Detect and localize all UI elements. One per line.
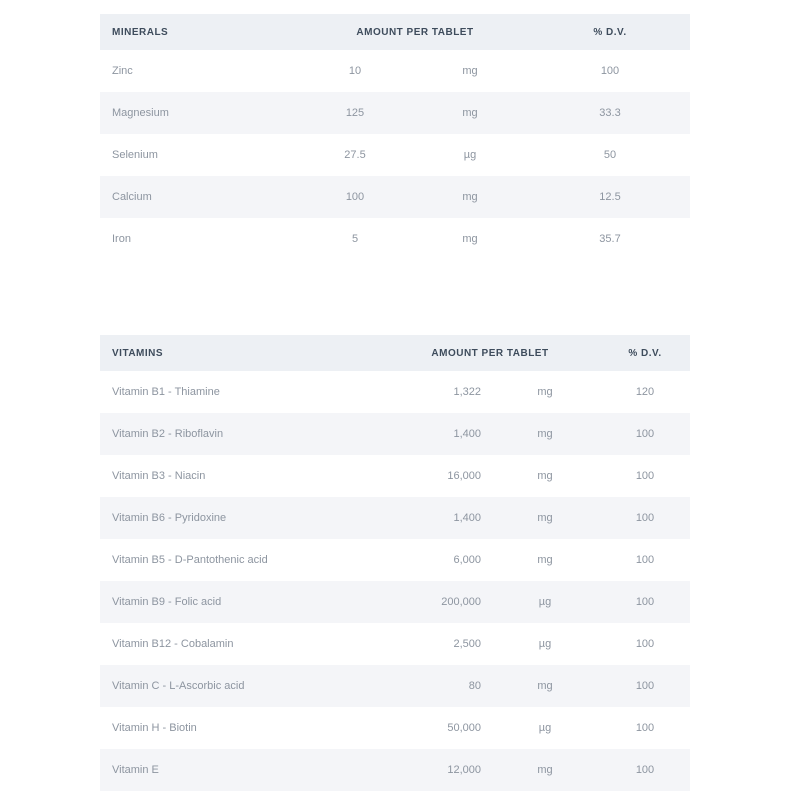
cell-dv: 100 bbox=[635, 512, 655, 524]
cell-dv: 100 bbox=[600, 65, 620, 77]
table-row: Vitamin B5 - D-Pantothenic acid 6,000 mg… bbox=[100, 539, 690, 581]
cell-dv: 100 bbox=[635, 638, 655, 650]
cell-vitamin-name: Vitamin B1 - Thiamine bbox=[112, 386, 220, 398]
cell-vitamin-name: Vitamin B3 - Niacin bbox=[112, 470, 206, 482]
cell-amount: 1,400 bbox=[453, 512, 481, 524]
table-row: Vitamin E 12,000 mg 100 bbox=[100, 749, 690, 791]
cell-vitamin-name: Vitamin B9 - Folic acid bbox=[112, 596, 222, 608]
cell-dv: 100 bbox=[635, 722, 655, 734]
table-row: Vitamin H - Biotin 50,000 µg 100 bbox=[100, 707, 690, 749]
header-dv-label: % D.V. bbox=[628, 347, 662, 359]
cell-dv: 120 bbox=[635, 386, 655, 398]
cell-unit: mg bbox=[462, 107, 478, 119]
cell-amount: 5 bbox=[351, 233, 359, 245]
cell-dv: 100 bbox=[635, 470, 655, 482]
cell-unit: µg bbox=[463, 149, 477, 161]
header-dv-label: % D.V. bbox=[593, 26, 627, 38]
cell-unit: mg bbox=[537, 512, 553, 524]
cell-unit: mg bbox=[537, 428, 553, 440]
table-row: Selenium 27.5 µg 50 bbox=[100, 134, 690, 176]
cell-vitamin-name: Vitamin C - L-Ascorbic acid bbox=[112, 680, 245, 692]
cell-unit: µg bbox=[538, 596, 552, 608]
cell-vitamin-name: Vitamin B6 - Pyridoxine bbox=[112, 512, 227, 524]
cell-mineral-name: Selenium bbox=[112, 149, 158, 161]
table-row: Vitamin B12 - Cobalamin 2,500 µg 100 bbox=[100, 623, 690, 665]
cell-mineral-name: Zinc bbox=[112, 65, 133, 77]
vitamins-table: VITAMINS AMOUNT PER TABLET % D.V. Vitami… bbox=[100, 335, 690, 791]
table-row: Vitamin C - L-Ascorbic acid 80 mg 100 bbox=[100, 665, 690, 707]
table-row: Vitamin B2 - Riboflavin 1,400 mg 100 bbox=[100, 413, 690, 455]
cell-dv: 100 bbox=[635, 554, 655, 566]
cell-amount: 1,400 bbox=[453, 428, 481, 440]
cell-mineral-name: Iron bbox=[112, 233, 131, 245]
cell-amount: 1,322 bbox=[453, 386, 481, 398]
cell-unit: mg bbox=[537, 554, 553, 566]
cell-amount: 2,500 bbox=[453, 638, 481, 650]
table-row: Vitamin B9 - Folic acid 200,000 µg 100 bbox=[100, 581, 690, 623]
cell-unit: mg bbox=[462, 233, 478, 245]
vitamins-table-header: VITAMINS AMOUNT PER TABLET % D.V. bbox=[100, 335, 690, 371]
table-row: Magnesium 125 mg 33.3 bbox=[100, 92, 690, 134]
cell-dv: 50 bbox=[603, 149, 617, 161]
cell-amount: 10 bbox=[348, 65, 362, 77]
cell-dv: 100 bbox=[635, 596, 655, 608]
cell-vitamin-name: Vitamin B12 - Cobalamin bbox=[112, 638, 234, 650]
cell-amount: 100 bbox=[345, 191, 365, 203]
cell-vitamin-name: Vitamin E bbox=[112, 764, 159, 776]
header-minerals-label: MINERALS bbox=[112, 26, 169, 38]
cell-dv: 100 bbox=[635, 680, 655, 692]
cell-dv: 12.5 bbox=[599, 191, 621, 203]
table-row: Iron 5 mg 35.7 bbox=[100, 218, 690, 260]
minerals-rows: Zinc 10 mg 100 Magnesium 125 mg 33.3 Sel… bbox=[100, 50, 690, 260]
cell-unit: mg bbox=[462, 191, 478, 203]
cell-unit: mg bbox=[537, 386, 553, 398]
cell-vitamin-name: Vitamin B5 - D-Pantothenic acid bbox=[112, 554, 268, 566]
cell-amount: 6,000 bbox=[453, 554, 481, 566]
cell-amount: 27.5 bbox=[344, 149, 366, 161]
header-amount-label: AMOUNT PER TABLET bbox=[431, 347, 549, 359]
cell-amount: 80 bbox=[468, 680, 481, 692]
table-row: Calcium 100 mg 12.5 bbox=[100, 176, 690, 218]
minerals-table: MINERALS AMOUNT PER TABLET % D.V. Zinc 1… bbox=[100, 14, 690, 260]
table-row: Vitamin B3 - Niacin 16,000 mg 100 bbox=[100, 455, 690, 497]
table-row: Vitamin B6 - Pyridoxine 1,400 mg 100 bbox=[100, 497, 690, 539]
cell-unit: mg bbox=[462, 65, 478, 77]
cell-unit: µg bbox=[538, 722, 552, 734]
cell-mineral-name: Magnesium bbox=[112, 107, 169, 119]
vitamins-rows: Vitamin B1 - Thiamine 1,322 mg 120 Vitam… bbox=[100, 371, 690, 791]
header-amount-label: AMOUNT PER TABLET bbox=[356, 26, 474, 38]
cell-dv: 33.3 bbox=[599, 107, 621, 119]
cell-vitamin-name: Vitamin H - Biotin bbox=[112, 722, 197, 734]
cell-amount: 125 bbox=[345, 107, 365, 119]
cell-amount: 200,000 bbox=[441, 596, 481, 608]
cell-amount: 16,000 bbox=[447, 470, 481, 482]
table-row: Zinc 10 mg 100 bbox=[100, 50, 690, 92]
minerals-table-header: MINERALS AMOUNT PER TABLET % D.V. bbox=[100, 14, 690, 50]
cell-unit: µg bbox=[538, 638, 552, 650]
cell-dv: 100 bbox=[635, 428, 655, 440]
cell-dv: 100 bbox=[635, 764, 655, 776]
cell-unit: mg bbox=[537, 470, 553, 482]
cell-unit: mg bbox=[537, 680, 553, 692]
cell-amount: 50,000 bbox=[447, 722, 481, 734]
header-vitamins-label: VITAMINS bbox=[112, 347, 164, 359]
table-row: Vitamin B1 - Thiamine 1,322 mg 120 bbox=[100, 371, 690, 413]
cell-dv: 35.7 bbox=[599, 233, 621, 245]
cell-mineral-name: Calcium bbox=[112, 191, 152, 203]
cell-unit: mg bbox=[537, 764, 553, 776]
cell-vitamin-name: Vitamin B2 - Riboflavin bbox=[112, 428, 224, 440]
cell-amount: 12,000 bbox=[447, 764, 481, 776]
